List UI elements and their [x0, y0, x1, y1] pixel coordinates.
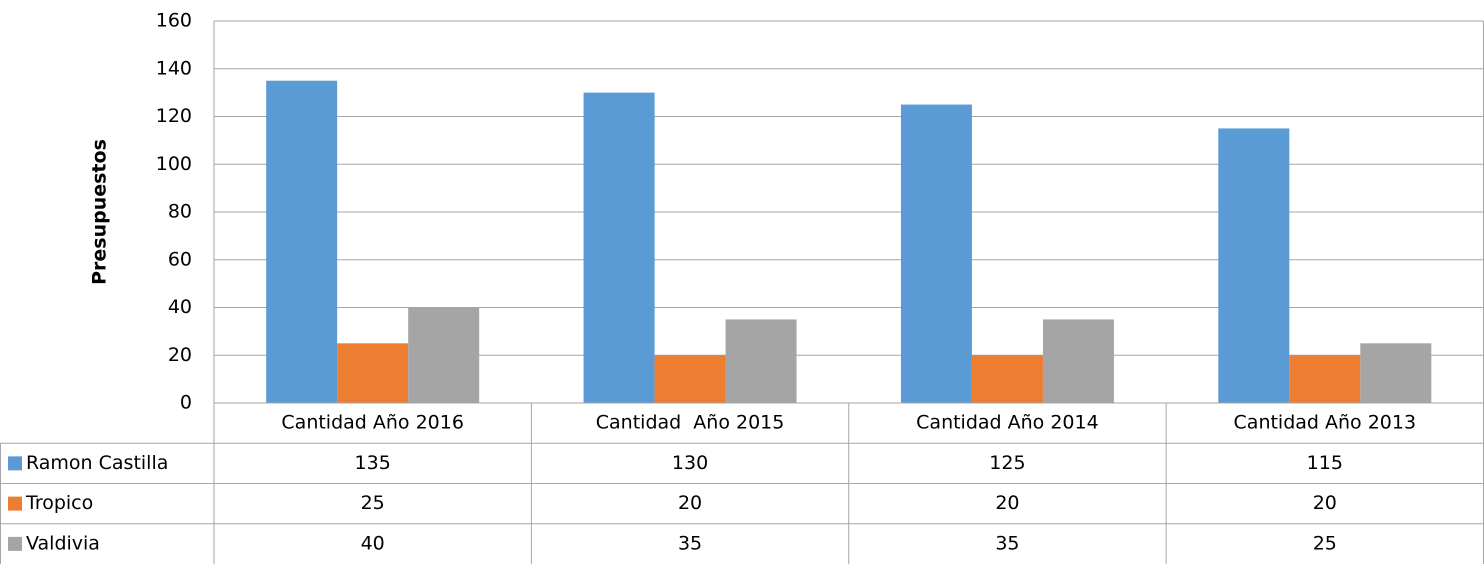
y-tick-label: 140	[156, 57, 192, 79]
legend-label: Ramon Castilla	[26, 452, 168, 474]
bar	[654, 355, 726, 403]
table-value: 20	[1313, 492, 1337, 514]
y-tick-label: 160	[156, 10, 192, 32]
table-value: 40	[361, 532, 385, 554]
legend-label: Valdivia	[26, 532, 100, 554]
legend-swatch	[8, 456, 22, 471]
y-tick-label: 60	[168, 248, 192, 270]
table-value: 35	[995, 532, 1019, 554]
table-value: 135	[355, 452, 391, 474]
x-tick-label: Cantidad Año 2015	[596, 412, 785, 434]
legend-swatch	[8, 496, 22, 511]
bar	[337, 343, 409, 403]
table-value: 35	[678, 532, 702, 554]
table-value: 125	[989, 452, 1025, 474]
table-value: 130	[672, 452, 708, 474]
bar	[1218, 128, 1290, 403]
table-value: 25	[1313, 532, 1337, 554]
y-tick-label: 40	[168, 296, 192, 318]
table-value: 115	[1307, 452, 1343, 474]
bar	[266, 80, 338, 403]
bar	[1289, 355, 1361, 403]
bar	[1360, 343, 1432, 403]
y-axis-label: Presupuestos	[89, 139, 111, 285]
table-value: 20	[995, 492, 1019, 514]
x-tick-label: Cantidad Año 2013	[1234, 412, 1417, 434]
table-value: 20	[678, 492, 702, 514]
legend-label: Tropico	[25, 492, 93, 514]
y-tick-label: 100	[156, 153, 192, 175]
bar	[583, 92, 655, 403]
bar	[900, 104, 972, 403]
bar	[971, 355, 1043, 403]
x-tick-label: Cantidad Año 2014	[916, 412, 1099, 434]
legend-swatch	[8, 536, 22, 551]
y-tick-label: 20	[168, 344, 192, 366]
bar	[408, 307, 480, 403]
bar	[1042, 319, 1114, 403]
y-tick-label: 80	[168, 201, 192, 223]
bar	[725, 319, 797, 403]
x-tick-label: Cantidad Año 2016	[281, 412, 464, 434]
y-tick-label: 120	[156, 105, 192, 127]
table-value: 25	[361, 492, 385, 514]
y-tick-label: 0	[180, 392, 192, 414]
